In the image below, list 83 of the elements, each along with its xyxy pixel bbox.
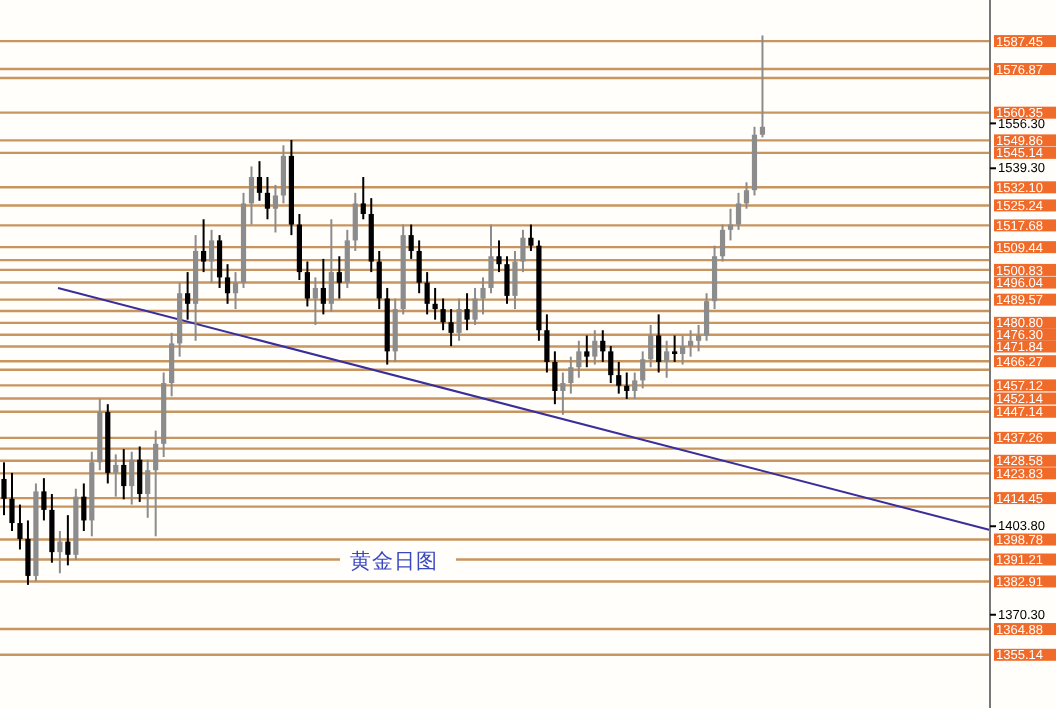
candlestick	[504, 255, 510, 305]
candlestick	[153, 429, 159, 538]
candlestick	[600, 329, 606, 363]
candlestick	[185, 271, 191, 321]
candlestick	[672, 334, 678, 363]
candlestick	[1, 461, 7, 517]
candlestick	[632, 371, 638, 400]
candlestick	[129, 450, 135, 506]
candlestick	[735, 191, 742, 231]
candlestick	[656, 313, 662, 374]
candlestick	[711, 244, 718, 311]
candlestick	[719, 223, 726, 263]
candlestick	[456, 297, 462, 342]
candlestick	[528, 223, 534, 252]
candlestick	[200, 218, 207, 274]
candlestick	[560, 371, 566, 416]
candlestick	[472, 286, 478, 326]
candlestick	[57, 530, 63, 575]
candlestick	[584, 334, 590, 369]
candlestick	[616, 360, 622, 395]
candlestick	[496, 239, 502, 274]
candlestick	[416, 239, 422, 295]
candlestick	[440, 297, 446, 332]
candlestick	[432, 286, 438, 321]
candlestick	[424, 271, 430, 316]
candlestick	[640, 350, 646, 390]
candlestick	[17, 503, 23, 551]
candlestick	[360, 176, 366, 221]
candlestick	[608, 345, 614, 385]
candlestick	[376, 249, 382, 311]
candlestick	[680, 334, 686, 366]
candlestick	[320, 257, 326, 316]
candlestick	[344, 228, 350, 289]
candlestick	[280, 144, 287, 205]
candlestick	[232, 271, 239, 311]
candlestick	[9, 471, 15, 532]
candlestick	[248, 165, 255, 226]
candlestick	[743, 181, 750, 210]
candlestick	[296, 212, 302, 282]
candlestick	[552, 350, 558, 406]
candlestick	[592, 329, 598, 366]
candlestick	[41, 477, 47, 522]
candlestick	[81, 482, 87, 532]
candlestick	[312, 276, 318, 326]
candlestick	[695, 323, 702, 353]
candlestick	[145, 458, 151, 519]
candlestick	[392, 297, 398, 363]
candlestick	[576, 339, 582, 379]
candlestick	[352, 191, 358, 252]
candlestick	[169, 331, 175, 398]
candlestick	[568, 355, 574, 395]
annotation: 黄金日图	[350, 548, 438, 574]
candlestick	[408, 223, 414, 260]
candlestick	[544, 313, 550, 374]
candlestick	[688, 329, 694, 358]
candlestick	[304, 260, 310, 308]
candlestick	[703, 292, 710, 342]
candlestick	[65, 514, 71, 567]
candlestick	[256, 160, 263, 202]
candlestick	[488, 223, 494, 295]
candlestick	[25, 519, 31, 586]
candlestick	[368, 197, 374, 274]
candlestick	[664, 339, 670, 379]
candlestick	[480, 276, 486, 316]
candlestick	[520, 228, 526, 274]
candlestick	[272, 183, 279, 234]
candlestick	[264, 176, 271, 221]
candlestick	[113, 453, 119, 498]
candlestick	[464, 292, 470, 332]
candlestick	[512, 249, 518, 311]
candlestick	[328, 218, 334, 313]
candlestick	[759, 34, 766, 139]
candlestick	[208, 228, 215, 284]
candlestick	[49, 493, 55, 564]
candlestick	[624, 371, 630, 400]
candlestick	[216, 234, 223, 289]
candlestick	[137, 445, 143, 503]
candlestick	[727, 207, 734, 242]
candlestick	[224, 263, 231, 305]
candlestick	[448, 308, 454, 348]
candlestick	[121, 448, 127, 501]
candlestick	[336, 255, 342, 300]
candlestick	[648, 323, 654, 369]
